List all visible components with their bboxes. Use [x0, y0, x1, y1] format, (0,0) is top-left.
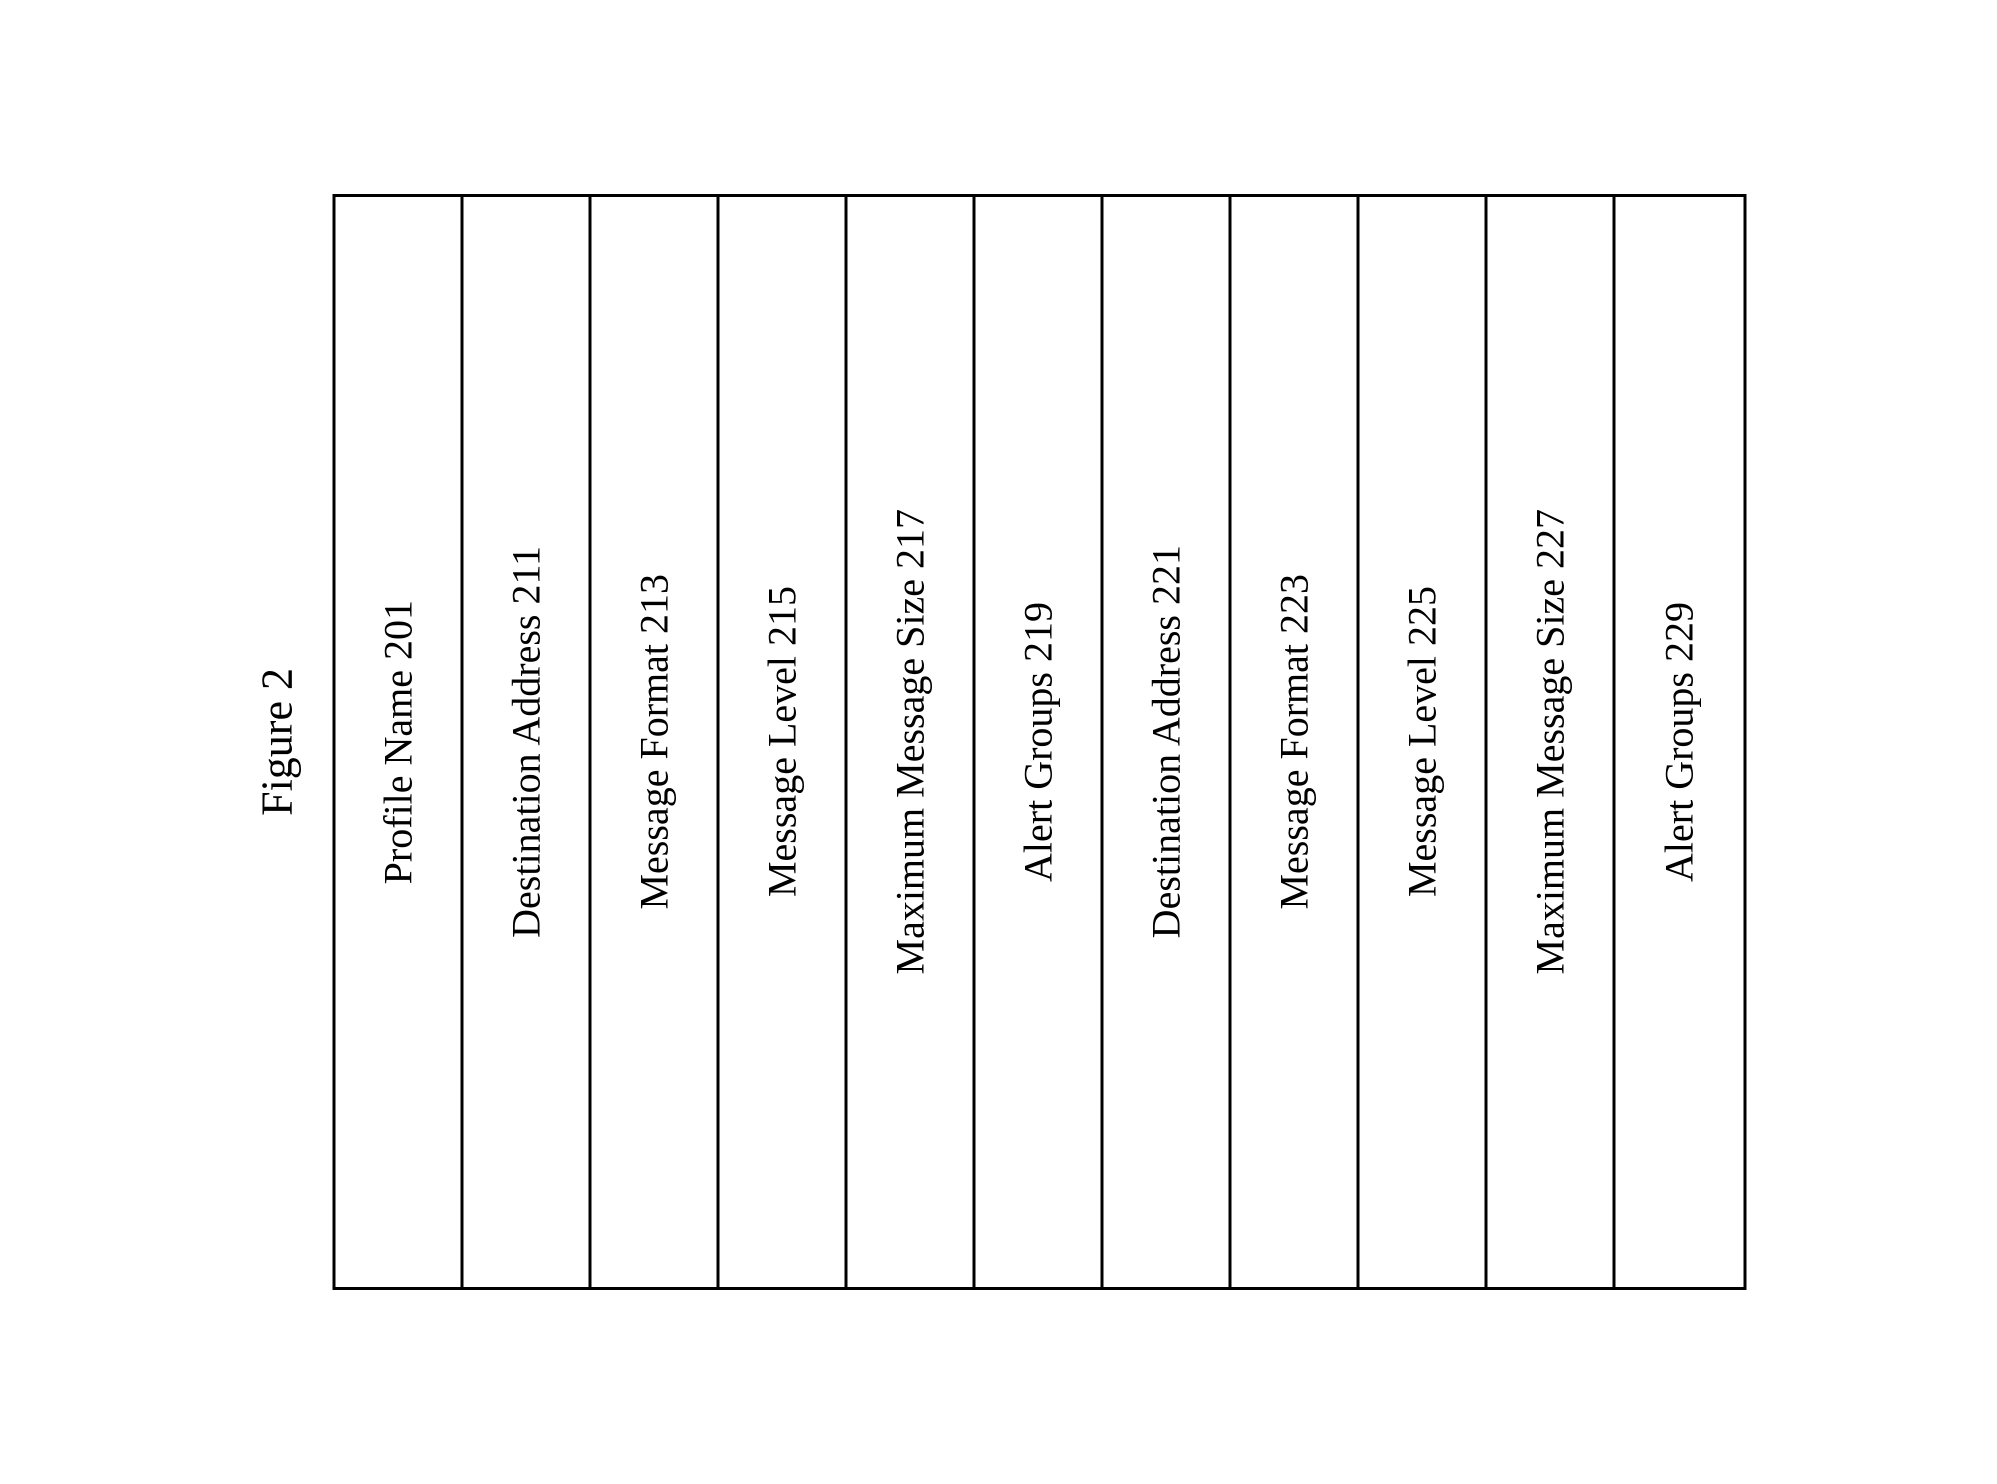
- cell-label: Profile Name 201: [374, 600, 421, 884]
- table-cell: Message Format 223: [1231, 197, 1359, 1287]
- table-cell: Message Level 225: [1359, 197, 1487, 1287]
- figure-container: Figure 2 Profile Name 201 Destination Ad…: [251, 194, 1746, 1290]
- diagram-table: Profile Name 201 Destination Address 211…: [332, 194, 1746, 1290]
- table-cell: Destination Address 221: [1103, 197, 1231, 1287]
- cell-label: Maximum Message Size 217: [886, 509, 933, 975]
- figure-wrapper: Figure 2 Profile Name 201 Destination Ad…: [251, 194, 1746, 1290]
- table-cell: Maximum Message Size 227: [1487, 197, 1615, 1287]
- table-cell: Profile Name 201: [335, 197, 463, 1287]
- table-cell: Maximum Message Size 217: [847, 197, 975, 1287]
- table-cell: Message Level 215: [719, 197, 847, 1287]
- cell-label: Message Format 213: [630, 574, 677, 910]
- table-cell: Message Format 213: [591, 197, 719, 1287]
- table-cell: Alert Groups 229: [1615, 197, 1743, 1287]
- cell-label: Destination Address 211: [502, 546, 549, 938]
- cell-label: Message Level 215: [758, 586, 805, 897]
- table-cell: Alert Groups 219: [975, 197, 1103, 1287]
- cell-label: Message Format 223: [1270, 574, 1317, 910]
- table-cell: Destination Address 211: [463, 197, 591, 1287]
- figure-title: Figure 2: [251, 668, 302, 816]
- cell-label: Alert Groups 219: [1014, 602, 1061, 882]
- cell-label: Maximum Message Size 227: [1526, 509, 1573, 975]
- cell-label: Alert Groups 229: [1656, 602, 1703, 882]
- cell-label: Destination Address 221: [1142, 545, 1189, 938]
- cell-label: Message Level 225: [1398, 586, 1445, 897]
